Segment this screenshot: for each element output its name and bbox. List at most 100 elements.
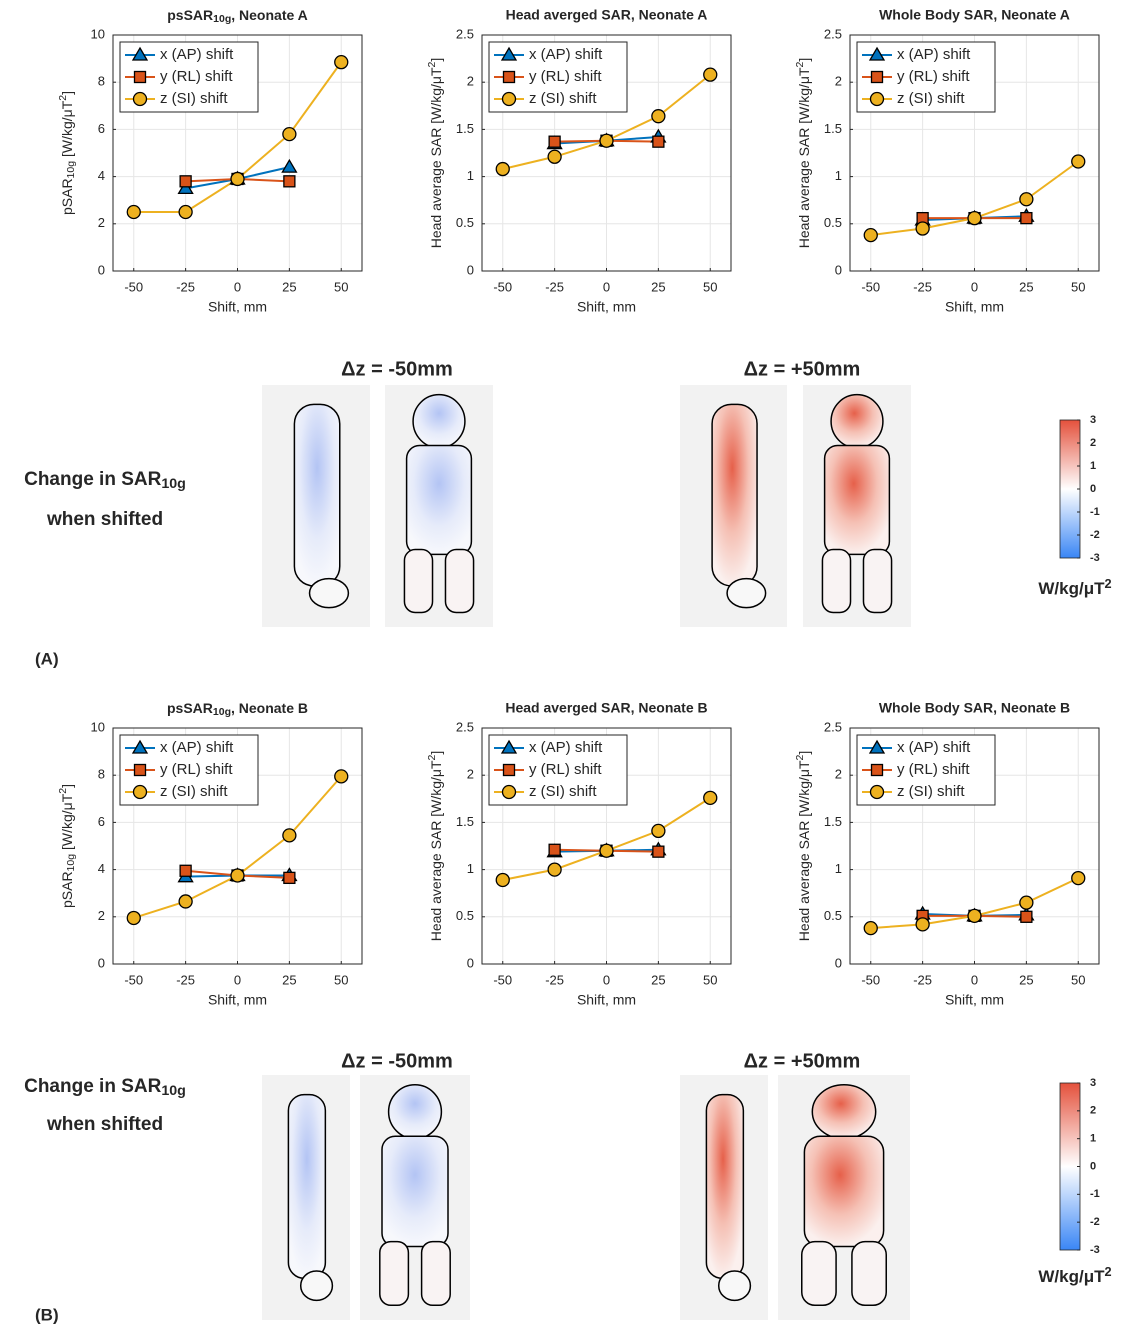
y-axis-label: pSAR10g [W/kg/μT2] xyxy=(57,784,77,908)
marker xyxy=(231,172,244,185)
caption: Change in SAR10g xyxy=(24,1076,186,1099)
line-chart: -50-250255000.511.522.5x (AP) shifty (RL… xyxy=(824,26,1099,294)
marker xyxy=(864,229,877,242)
marker xyxy=(135,765,146,776)
marker xyxy=(1021,213,1032,224)
text-part: , Neonate A xyxy=(231,7,308,23)
text-part: 10g xyxy=(161,1083,186,1099)
y-tick-label: 1.5 xyxy=(456,814,474,829)
marker xyxy=(231,869,244,882)
marker xyxy=(503,786,516,799)
legend-label: y (RL) shift xyxy=(160,68,233,85)
text-part: Head average SAR [W/kg/μT xyxy=(428,67,444,248)
marker xyxy=(283,128,296,141)
marker xyxy=(179,895,192,908)
legend-label: x (AP) shift xyxy=(160,46,234,63)
colorbar-label: W/kg/μT2 xyxy=(1038,1264,1111,1286)
marker xyxy=(704,791,717,804)
body-foot xyxy=(719,1271,751,1300)
y-tick-label: 1.5 xyxy=(456,121,474,136)
colorbar-tick-label: 3 xyxy=(1090,1077,1096,1089)
x-axis-label: Shift, mm xyxy=(577,299,636,315)
y-axis-label: Head average SAR [W/kg/μT2] xyxy=(794,58,811,249)
x-tick-label: 25 xyxy=(1019,972,1033,987)
map-title: Δz = +50mm xyxy=(744,358,861,380)
legend-label: x (AP) shift xyxy=(160,739,234,756)
y-tick-label: 0.5 xyxy=(824,215,842,230)
colorbar-tick-label: 0 xyxy=(1090,1160,1096,1172)
legend-label: x (AP) shift xyxy=(529,739,603,756)
chart-title: psSAR10g, Neonate A xyxy=(167,7,308,25)
marker xyxy=(496,873,509,886)
x-tick-label: 50 xyxy=(1071,972,1085,987)
marker xyxy=(600,134,613,147)
body-leg xyxy=(852,1242,886,1306)
y-tick-label: 8 xyxy=(98,767,105,782)
line-chart: -50-250255000.511.522.5x (AP) shifty (RL… xyxy=(456,719,731,987)
text-part: ] xyxy=(796,751,812,755)
marker xyxy=(284,176,295,187)
marker xyxy=(968,909,981,922)
y-tick-label: 2 xyxy=(98,908,105,923)
marker xyxy=(864,922,877,935)
marker xyxy=(496,163,509,176)
y-tick-label: 4 xyxy=(98,168,105,183)
x-axis-label: Shift, mm xyxy=(945,992,1004,1008)
marker xyxy=(653,136,664,147)
text-part: 10g xyxy=(65,854,77,872)
marker xyxy=(284,872,295,883)
colorbar-tick-label: -2 xyxy=(1090,1216,1100,1228)
x-axis-label: Shift, mm xyxy=(945,299,1004,315)
marker xyxy=(504,72,515,83)
marker xyxy=(1020,896,1033,909)
y-tick-label: 1 xyxy=(835,168,842,183)
x-tick-label: 25 xyxy=(282,279,296,294)
x-tick-label: -50 xyxy=(124,972,143,987)
y-tick-label: 2 xyxy=(98,215,105,230)
body-side xyxy=(294,404,339,586)
legend-label: x (AP) shift xyxy=(529,46,603,63)
text-part: ] xyxy=(59,784,75,788)
marker xyxy=(652,824,665,837)
marker xyxy=(127,911,140,924)
y-tick-label: 2 xyxy=(835,74,842,89)
body-head xyxy=(831,395,883,448)
chart-title: Whole Body SAR, Neonate B xyxy=(879,700,1070,716)
marker xyxy=(283,829,296,842)
marker xyxy=(335,770,348,783)
y-tick-label: 0.5 xyxy=(824,908,842,923)
marker xyxy=(134,93,147,106)
y-tick-label: 2 xyxy=(835,767,842,782)
colorbar-tick-label: -3 xyxy=(1090,1244,1100,1256)
y-tick-label: 2.5 xyxy=(824,719,842,734)
body-leg xyxy=(380,1242,409,1306)
colorbar-tick-label: -1 xyxy=(1090,1188,1100,1200)
body-side xyxy=(288,1095,325,1279)
y-axis-label: Head average SAR [W/kg/μT2] xyxy=(426,751,443,942)
x-tick-label: 0 xyxy=(234,972,241,987)
y-tick-label: 1.5 xyxy=(824,814,842,829)
text-part: ] xyxy=(59,91,75,95)
text-part: 10g xyxy=(161,476,186,492)
body-leg xyxy=(802,1242,836,1306)
caption: Change in SAR10g xyxy=(24,469,186,492)
caption: when shifted xyxy=(46,1114,163,1135)
y-tick-label: 1 xyxy=(467,861,474,876)
x-tick-label: 50 xyxy=(703,972,717,987)
marker xyxy=(916,222,929,235)
legend-label: y (RL) shift xyxy=(529,68,602,85)
text-part: ] xyxy=(428,751,444,755)
x-tick-label: -25 xyxy=(913,279,932,294)
body-foot xyxy=(301,1271,333,1300)
x-tick-label: 0 xyxy=(603,972,610,987)
figure: -50-25025500246810x (AP) shifty (RL) shi… xyxy=(0,0,1142,1327)
text-part: W/kg/μT xyxy=(1038,1267,1105,1286)
chart-title: Head averged SAR, Neonate A xyxy=(506,7,708,23)
x-tick-label: 0 xyxy=(971,279,978,294)
colorbar-tick-label: -1 xyxy=(1090,506,1100,518)
caption: when shifted xyxy=(46,509,163,530)
marker xyxy=(1020,193,1033,206)
x-tick-label: -25 xyxy=(176,972,195,987)
y-tick-label: 0 xyxy=(835,955,842,970)
x-axis-label: Shift, mm xyxy=(577,992,636,1008)
